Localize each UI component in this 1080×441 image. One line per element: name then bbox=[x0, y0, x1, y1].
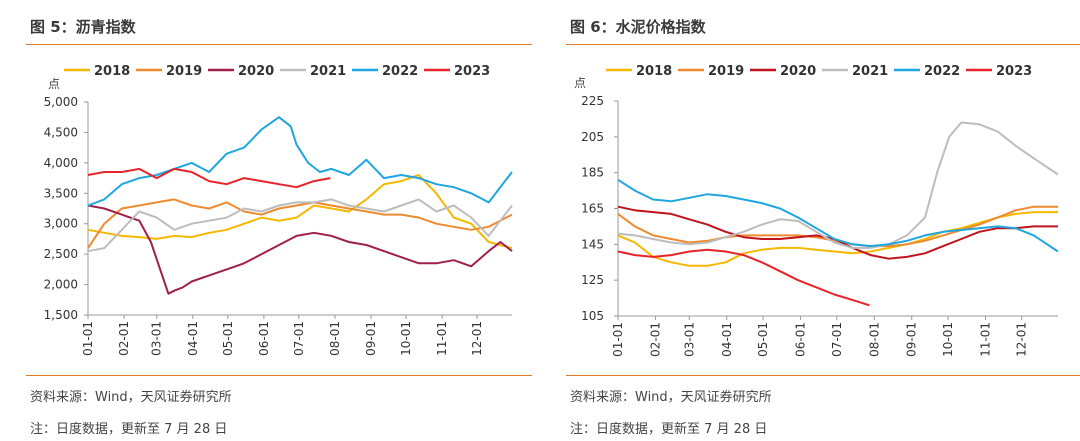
x-tick-label: 03-01 bbox=[150, 321, 164, 356]
legend-item: 2021 bbox=[822, 64, 888, 79]
x-tick-label: 10-01 bbox=[941, 322, 955, 357]
title-divider bbox=[566, 44, 1080, 45]
panel-asphalt: 图 5：沥青指数 2018 2019 2020 2021 2022 2023 点 1,500 2… bbox=[0, 0, 532, 441]
panel-title: 图 5：沥青指数 bbox=[30, 18, 136, 36]
y-tick-label: 205 bbox=[581, 130, 604, 144]
data-note: 注：日度数据，更新至 7 月 28 日 bbox=[30, 422, 228, 437]
data-note: 注：日度数据，更新至 7 月 28 日 bbox=[570, 422, 768, 437]
legend-label: 2022 bbox=[382, 64, 418, 79]
series-line-2018 bbox=[617, 211, 1058, 267]
y-tick-label: 3,000 bbox=[44, 217, 78, 231]
y-axis-unit-label: 点 bbox=[48, 77, 60, 91]
x-tick-label: 05-01 bbox=[756, 322, 770, 357]
x-tick-label: 02-01 bbox=[648, 322, 662, 357]
y-axis-unit-label: 点 bbox=[574, 76, 586, 90]
legend-item: 2023 bbox=[424, 64, 490, 79]
x-tick-label: 08-01 bbox=[328, 321, 342, 356]
x-tick-label: 11-01 bbox=[978, 322, 992, 357]
series-line-2023 bbox=[617, 248, 870, 307]
x-tick-label: 04-01 bbox=[186, 321, 200, 356]
series-line-2021 bbox=[87, 198, 513, 253]
legend-item: 2022 bbox=[894, 64, 960, 79]
title-divider bbox=[26, 44, 532, 45]
y-tick-label: 4,500 bbox=[44, 125, 78, 139]
legend-label: 2018 bbox=[636, 64, 672, 79]
x-tick-label: 02-01 bbox=[117, 321, 131, 356]
x-tick-label: 07-01 bbox=[830, 322, 844, 357]
series-line-2019 bbox=[617, 205, 1058, 248]
series-line-2018 bbox=[87, 174, 513, 250]
x-tick-label: 05-01 bbox=[221, 321, 235, 356]
x-tick-label: 10-01 bbox=[399, 321, 413, 356]
x-tick-label: 08-01 bbox=[867, 322, 881, 357]
legend-item: 2018 bbox=[606, 64, 672, 79]
x-tick-label: 01-01 bbox=[611, 322, 625, 357]
legend-item: 2019 bbox=[136, 64, 202, 79]
legend-item: 2018 bbox=[64, 64, 130, 79]
legend-label: 2020 bbox=[780, 64, 816, 79]
y-tick-label: 2,000 bbox=[44, 278, 78, 292]
x-tick-label: 06-01 bbox=[257, 321, 271, 356]
legend-label: 2019 bbox=[166, 64, 202, 79]
panel-cement: 图 6：水泥价格指数 2018 2019 2020 2021 2022 2023 点 105 1… bbox=[556, 0, 1080, 441]
panel-title: 图 6：水泥价格指数 bbox=[570, 18, 706, 36]
legend-label: 2019 bbox=[708, 64, 744, 79]
legend-label: 2023 bbox=[454, 64, 490, 79]
series-line-2022 bbox=[87, 116, 513, 207]
series-line-2020 bbox=[87, 204, 513, 295]
legend-item: 2023 bbox=[966, 64, 1032, 79]
y-tick-label: 125 bbox=[581, 273, 604, 287]
legend-label: 2022 bbox=[924, 64, 960, 79]
source-note: 资料来源：Wind，天风证券研究所 bbox=[30, 390, 232, 405]
legend-label: 2023 bbox=[996, 64, 1032, 79]
x-tick-label: 09-01 bbox=[905, 322, 919, 357]
x-tick-label: 11-01 bbox=[435, 321, 449, 356]
legend-item: 2021 bbox=[280, 64, 346, 79]
legend-item: 2020 bbox=[750, 64, 816, 79]
legend-item: 2020 bbox=[208, 64, 274, 79]
legend-item: 2019 bbox=[678, 64, 744, 79]
legend-label: 2021 bbox=[310, 64, 346, 79]
series-line-2019 bbox=[87, 198, 513, 249]
x-tick-label: 12-01 bbox=[1015, 322, 1029, 357]
series-line-2022 bbox=[617, 178, 1059, 253]
legend-label: 2018 bbox=[94, 64, 130, 79]
y-tick-label: 185 bbox=[581, 166, 604, 180]
y-tick-label: 1,500 bbox=[44, 308, 78, 322]
x-tick-label: 07-01 bbox=[292, 321, 306, 356]
y-tick-label: 145 bbox=[581, 237, 604, 251]
y-tick-label: 3,500 bbox=[44, 186, 78, 200]
x-tick-label: 12-01 bbox=[470, 321, 484, 356]
footer-divider bbox=[26, 375, 532, 376]
cement-price-index-chart: 2018 2019 2020 2021 2022 2023 点 105 125 145 165 185… bbox=[574, 64, 1059, 357]
y-tick-label: 165 bbox=[581, 202, 604, 216]
y-tick-label: 4,000 bbox=[44, 156, 78, 170]
asphalt-index-chart: 2018 2019 2020 2021 2022 2023 点 1,500 2,000 2,500… bbox=[44, 64, 513, 356]
series-line-2021 bbox=[617, 121, 1059, 249]
footer-divider bbox=[566, 375, 1080, 376]
source-note: 资料来源：Wind，天风证券研究所 bbox=[570, 390, 772, 405]
legend-label: 2021 bbox=[852, 64, 888, 79]
legend-item: 2022 bbox=[352, 64, 418, 79]
y-tick-label: 105 bbox=[581, 309, 604, 323]
x-tick-label: 03-01 bbox=[682, 322, 696, 357]
series-line-2023 bbox=[87, 167, 331, 189]
legend-label: 2020 bbox=[238, 64, 274, 79]
y-tick-label: 5,000 bbox=[44, 95, 78, 109]
y-tick-label: 225 bbox=[581, 94, 604, 108]
x-tick-label: 04-01 bbox=[720, 322, 734, 357]
x-tick-label: 06-01 bbox=[794, 322, 808, 357]
x-tick-label: 01-01 bbox=[81, 321, 95, 356]
x-tick-label: 09-01 bbox=[364, 321, 378, 356]
y-tick-label: 2,500 bbox=[44, 247, 78, 261]
